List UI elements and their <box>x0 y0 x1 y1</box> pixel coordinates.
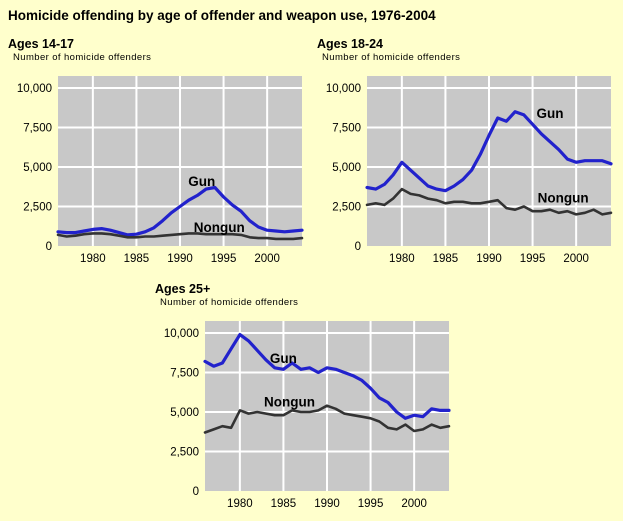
y-tick-label: 7,500 <box>170 368 199 380</box>
y-tick-label: 2,500 <box>332 202 361 214</box>
chart-ylabel: Number of homicide offenders <box>160 297 299 308</box>
nongun-line <box>203 404 451 434</box>
y-tick-label: 7,500 <box>332 123 361 135</box>
chart-ylabel: Number of homicide offenders <box>13 52 152 63</box>
chart-svg-ages-25-plus: Gun Nongun 10,000 7,500 5,000 2,500 0 1980 1985 1… <box>164 321 451 510</box>
y-tick-label: 0 <box>46 241 52 253</box>
chart-ages-25-plus: Ages 25+ Number of homicide offenders Gu… <box>155 281 455 513</box>
nongun-series-label: Nongun <box>264 394 315 409</box>
chart-title: Ages 18-24 <box>317 37 384 51</box>
nongun-line <box>56 232 304 241</box>
x-tick-label: 1995 <box>211 253 237 265</box>
x-tick-label: 1995 <box>358 498 384 510</box>
x-tick-label: 1985 <box>433 253 459 265</box>
x-tick-label: 1985 <box>271 498 297 510</box>
x-tick-label: 1990 <box>314 498 340 510</box>
x-tick-label: 1980 <box>389 253 415 265</box>
nongun-series-label: Nongun <box>538 191 589 206</box>
page-title: Homicide offending by age of offender an… <box>8 8 436 23</box>
y-tick-label: 10,000 <box>17 83 52 95</box>
chart-svg-ages-14-17: Gun Nongun 10,000 7,500 5,000 2,500 0 1980 1985 1… <box>17 76 304 265</box>
gun-line <box>203 333 451 420</box>
y-tick-label: 7,500 <box>23 123 52 135</box>
gun-line <box>56 185 304 237</box>
nongun-line <box>365 187 613 216</box>
chart-ages-14-17: Ages 14-17 Number of homicide offenders … <box>8 36 308 268</box>
nongun-series-label: Nongun <box>194 220 245 235</box>
y-tick-label: 2,500 <box>23 202 52 214</box>
x-tick-label: 1995 <box>520 253 546 265</box>
y-tick-label: 2,500 <box>170 447 199 459</box>
y-tick-label: 0 <box>355 241 361 253</box>
y-tick-label: 5,000 <box>170 407 199 419</box>
chart-title: Ages 25+ <box>155 282 211 296</box>
y-tick-label: 10,000 <box>164 328 199 340</box>
x-tick-label: 2000 <box>563 253 589 265</box>
y-tick-label: 5,000 <box>23 162 52 174</box>
y-tick-label: 0 <box>193 486 199 498</box>
y-tick-label: 10,000 <box>326 83 361 95</box>
x-tick-label: 1990 <box>167 253 193 265</box>
x-tick-label: 1980 <box>227 498 253 510</box>
gun-series-label: Gun <box>537 106 564 121</box>
x-tick-label: 1990 <box>476 253 502 265</box>
y-tick-label: 5,000 <box>332 162 361 174</box>
x-tick-label: 1985 <box>124 253 150 265</box>
gun-series-label: Gun <box>270 351 297 366</box>
x-tick-label: 2000 <box>401 498 427 510</box>
gun-series-label: Gun <box>188 174 215 189</box>
chart-ylabel: Number of homicide offenders <box>322 52 461 63</box>
chart-title: Ages 14-17 <box>8 37 75 51</box>
x-tick-label: 2000 <box>254 253 280 265</box>
chart-svg-ages-18-24: Gun Nongun 10,000 7,500 5,000 2,500 0 1980 1985 1… <box>326 76 613 265</box>
x-tick-label: 1980 <box>80 253 106 265</box>
gun-line <box>365 110 613 193</box>
chart-ages-18-24: Ages 18-24 Number of homicide offenders … <box>317 36 617 268</box>
